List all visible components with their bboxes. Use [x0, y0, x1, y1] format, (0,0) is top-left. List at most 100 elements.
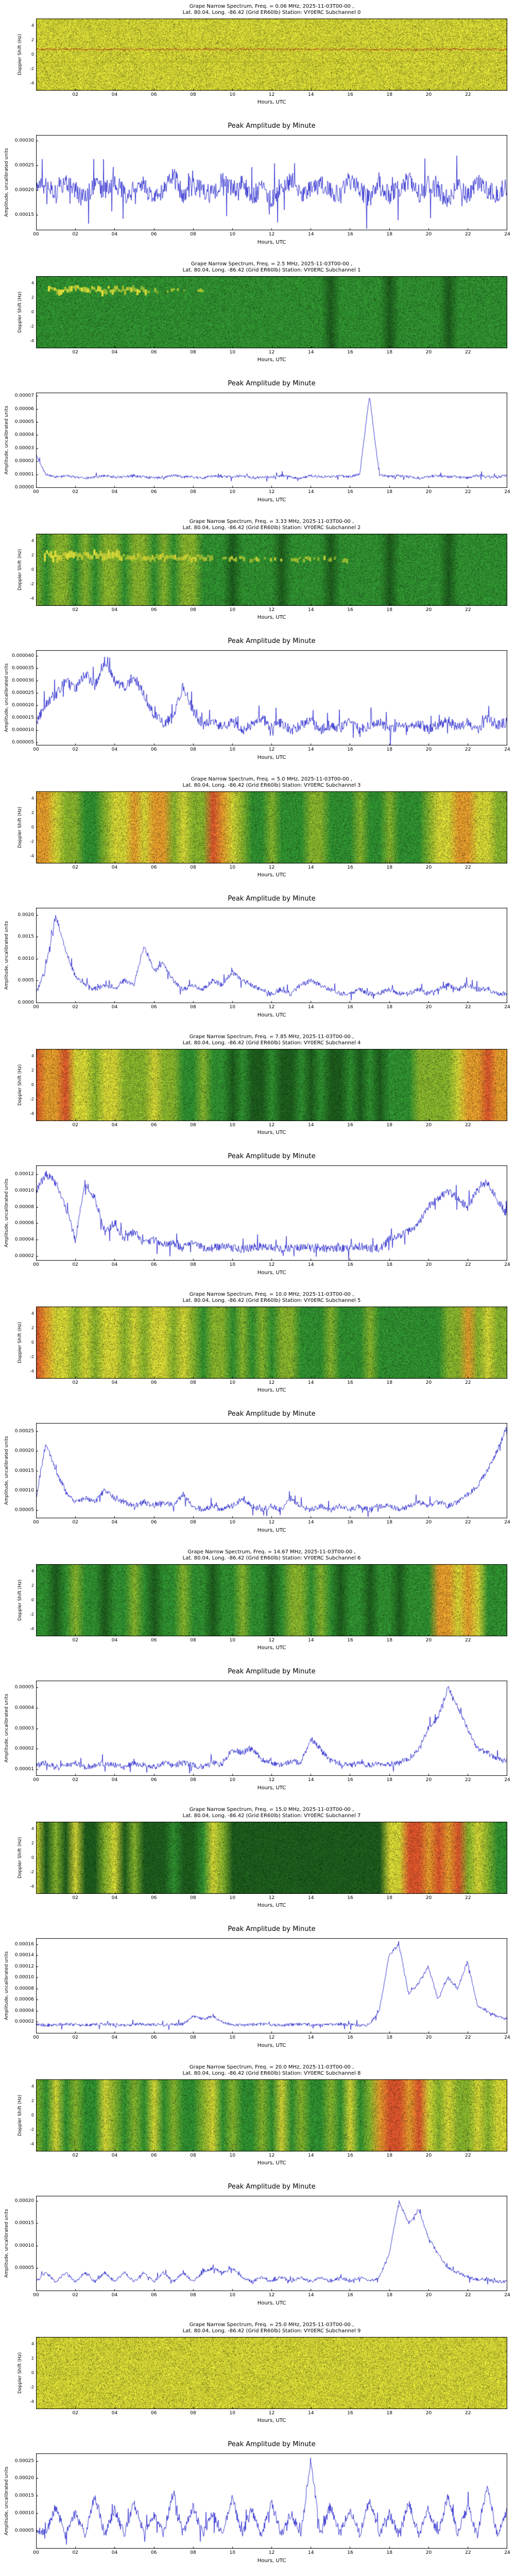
y-tick-label: 0	[31, 310, 34, 314]
x-tick-label: 12	[268, 2153, 275, 2158]
x-tick-label: 16	[347, 2035, 353, 2040]
y-axis-label: Amplitude, uncalibrated units	[4, 1951, 9, 2021]
x-tick-label: 22	[465, 1638, 471, 1643]
x-axis-label: Hours, UTC	[257, 2300, 286, 2306]
y-tick-label: 0.00012	[14, 1171, 34, 1177]
y-tick-label: 0.00010	[14, 2243, 34, 2248]
x-tick-label: 02	[72, 1895, 78, 1901]
x-tick-label: 00	[33, 1520, 39, 1525]
peak-amplitude-chart-subchannel-5: Peak Amplitude by Minute Amplitude, uncal…	[0, 1405, 515, 1546]
x-tick-label: 10	[229, 607, 235, 613]
y-tick-label: 0.00015	[14, 1468, 34, 1473]
x-tick-label: 12	[268, 2550, 275, 2555]
y-axis-label: Amplitude, uncalibrated units	[4, 2209, 9, 2278]
x-tick-label: 02	[72, 1262, 78, 1267]
x-tick-label: 10	[229, 2411, 235, 2416]
y-tick-label: 4	[31, 1311, 34, 1316]
chart-title: Peak Amplitude by Minute	[228, 1410, 316, 1418]
spectrogram-chart-subchannel-9: Grape Narrow Spectrum, Freq. = 25.0 MHz,…	[0, 2318, 515, 2436]
x-tick-label: 20	[425, 2035, 432, 2040]
x-tick-label: 22	[465, 489, 471, 495]
x-tick-label: 02	[72, 607, 78, 613]
x-tick-label: 22	[465, 1520, 471, 1525]
x-tick-label: 18	[386, 607, 392, 613]
x-tick-label: 04	[111, 1262, 118, 1267]
y-tick-label: 0.00005	[14, 1684, 34, 1690]
y-tick-label: -4	[30, 1884, 34, 1889]
y-axis-label: Amplitude, uncalibrated units	[4, 1693, 9, 1763]
y-tick-label: 0.00004	[14, 1705, 34, 1710]
y-tick-label: 0	[31, 52, 34, 57]
y-tick-label: 0.00012	[14, 1963, 34, 1969]
chart-title: Grape Narrow Spectrum, Freq. = 15.0 MHz,…	[36, 1807, 507, 1819]
chart-title-line1: Grape Narrow Spectrum, Freq. = 7.85 MHz,…	[189, 1034, 354, 1040]
x-tick-label: 20	[425, 92, 432, 97]
y-tick-label: 0	[31, 1082, 34, 1087]
chart-title: Grape Narrow Spectrum, Freq. = 14.67 MHz…	[36, 1549, 507, 1562]
x-tick-label: 02	[72, 232, 78, 237]
x-tick-label: 18	[386, 747, 392, 752]
peak-amplitude-chart-subchannel-7: Peak Amplitude by Minute Amplitude, uncal…	[0, 1921, 515, 2061]
chart-title: Peak Amplitude by Minute	[228, 2441, 316, 2448]
y-tick-label: 0.00001	[14, 471, 34, 477]
x-tick-label: 18	[386, 2411, 392, 2416]
y-axis-label: Amplitude, uncalibrated units	[4, 1178, 9, 1248]
x-tick-label: 02	[72, 1520, 78, 1525]
line-plot	[36, 1681, 507, 1776]
y-tick-label: 0.00002	[14, 459, 34, 464]
x-tick-label: 08	[190, 2411, 196, 2416]
x-tick-label: 16	[347, 1380, 353, 1385]
x-tick-label: 22	[465, 607, 471, 613]
x-tick-label: 20	[425, 1123, 432, 1128]
x-tick-label: 02	[72, 1005, 78, 1010]
x-axis-label: Hours, UTC	[257, 2160, 286, 2166]
y-tick-label: 0.00005	[14, 419, 34, 425]
line-plot	[36, 135, 507, 230]
x-tick-label: 12	[268, 1123, 275, 1128]
x-tick-label: 04	[111, 747, 118, 752]
x-tick-label: 10	[229, 1777, 235, 1783]
spectrogram-plot	[36, 2079, 507, 2151]
x-tick-label: 12	[268, 1005, 275, 1010]
y-tick-label: 0.000020	[12, 702, 34, 708]
y-axis-label: Doppler Shift (Hz)	[18, 2094, 23, 2137]
x-axis-label: Hours, UTC	[257, 1012, 286, 1018]
y-tick-label: -2	[30, 839, 34, 844]
chart-title: Grape Narrow Spectrum, Freq. = 5.0 MHz, …	[36, 776, 507, 789]
x-tick-label: 04	[111, 232, 118, 237]
spectrogram-plot	[36, 1307, 507, 1379]
x-tick-label: 16	[347, 489, 353, 495]
x-tick-label: 16	[347, 865, 353, 870]
x-tick-label: 12	[268, 1895, 275, 1901]
x-tick-label: 06	[151, 92, 157, 97]
x-tick-label: 18	[386, 2035, 392, 2040]
y-tick-label: 0.00020	[14, 2198, 34, 2204]
x-tick-label: 24	[504, 1520, 510, 1525]
y-tick-label: 0.000010	[12, 727, 34, 733]
x-tick-label: 10	[229, 2550, 235, 2555]
x-tick-label: 14	[308, 1005, 314, 1010]
x-tick-label: 20	[425, 1895, 432, 1901]
y-axis-label: Doppler Shift (Hz)	[18, 549, 23, 591]
chart-title-line2: Lat. 80.04, Long. -86.42 (Grid ER60lb) S…	[182, 783, 361, 788]
chart-title: Grape Narrow Spectrum, Freq. = 10.0 MHz,…	[36, 1292, 507, 1304]
line-plot	[36, 2453, 507, 2549]
x-tick-label: 16	[347, 607, 353, 613]
x-tick-label: 18	[386, 1123, 392, 1128]
x-tick-label: 00	[33, 2550, 39, 2555]
y-tick-label: 0.00025	[14, 1429, 34, 1434]
x-axis-label: Hours, UTC	[257, 1903, 286, 1908]
peak-amplitude-chart-subchannel-6: Peak Amplitude by Minute Amplitude, uncal…	[0, 1663, 515, 1803]
x-tick-label: 24	[504, 2293, 510, 2298]
x-tick-label: 08	[190, 92, 196, 97]
y-tick-label: 0.00008	[14, 1204, 34, 1210]
x-tick-label: 16	[347, 1262, 353, 1267]
x-tick-label: 00	[33, 1262, 39, 1267]
x-tick-label: 04	[111, 2035, 118, 2040]
y-tick-label: 2	[31, 38, 34, 42]
x-axis-label: Hours, UTC	[257, 240, 286, 245]
x-tick-label: 14	[308, 1262, 314, 1267]
chart-title: Peak Amplitude by Minute	[228, 122, 316, 130]
peak-amplitude-chart-subchannel-8: Peak Amplitude by Minute Amplitude, uncal…	[0, 2178, 515, 2318]
x-tick-label: 18	[386, 232, 392, 237]
